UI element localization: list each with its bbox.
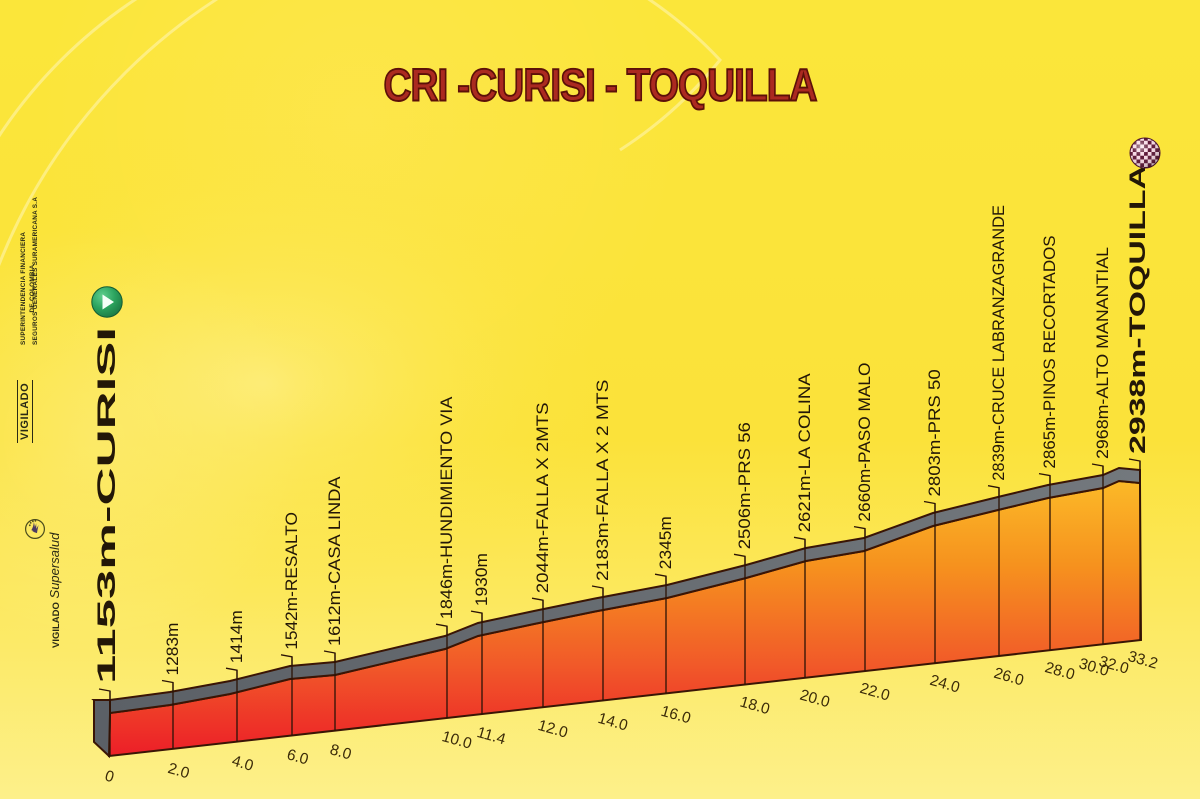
svg-text:2839m-CRUCE LABRANZAGRANDE: 2839m-CRUCE LABRANZAGRANDE [990, 205, 1008, 481]
svg-text:1153m-CURISI: 1153m-CURISI [93, 327, 121, 684]
svg-text:12.0: 12.0 [536, 717, 570, 742]
svg-text:20.0: 20.0 [798, 687, 832, 712]
svg-text:2968m-ALTO MANANTIAL: 2968m-ALTO MANANTIAL [1094, 247, 1112, 459]
svg-text:22.0: 22.0 [858, 680, 892, 705]
svg-text:2345m: 2345m [657, 516, 675, 569]
svg-text:1542m-RESALTO: 1542m-RESALTO [283, 512, 301, 650]
svg-text:1846m-HUNDIMIENTO VIA: 1846m-HUNDIMIENTO VIA [438, 397, 456, 620]
svg-text:2803m-PRS 50: 2803m-PRS 50 [926, 369, 944, 496]
svg-text:24.0: 24.0 [928, 672, 962, 697]
svg-text:0: 0 [103, 768, 116, 787]
svg-text:2044m-FALLA X 2MTS: 2044m-FALLA X 2MTS [534, 402, 552, 593]
svg-text:2865m-PINOS RECORTADOS: 2865m-PINOS RECORTADOS [1041, 235, 1059, 468]
svg-text:1283m: 1283m [164, 623, 182, 676]
svg-text:1930m: 1930m [473, 553, 491, 606]
svg-text:2506m-PRS 56: 2506m-PRS 56 [736, 422, 754, 549]
svg-text:16.0: 16.0 [659, 703, 693, 728]
svg-text:2621m-LA COLINA: 2621m-LA COLINA [796, 373, 814, 532]
svg-text:18.0: 18.0 [738, 694, 772, 719]
svg-text:11.4: 11.4 [475, 724, 508, 748]
svg-text:6.0: 6.0 [285, 746, 311, 768]
svg-text:26.0: 26.0 [992, 665, 1026, 690]
svg-text:4.0: 4.0 [230, 753, 256, 775]
svg-text:14.0: 14.0 [596, 710, 630, 735]
svg-text:2660m-PASO MALO: 2660m-PASO MALO [856, 362, 874, 521]
svg-text:2183m-FALLA X 2 MTS: 2183m-FALLA X 2 MTS [594, 380, 612, 581]
svg-text:1414m: 1414m [228, 610, 246, 663]
svg-text:2938m-TOQUILLA: 2938m-TOQUILLA [1125, 165, 1150, 454]
svg-text:2.0: 2.0 [166, 760, 192, 782]
svg-text:8.0: 8.0 [328, 741, 354, 763]
svg-text:33.2: 33.2 [1126, 648, 1160, 673]
svg-text:28.0: 28.0 [1043, 659, 1077, 684]
svg-text:1612m-CASA LINDA: 1612m-CASA LINDA [326, 476, 344, 646]
svg-text:10.0: 10.0 [440, 728, 474, 753]
